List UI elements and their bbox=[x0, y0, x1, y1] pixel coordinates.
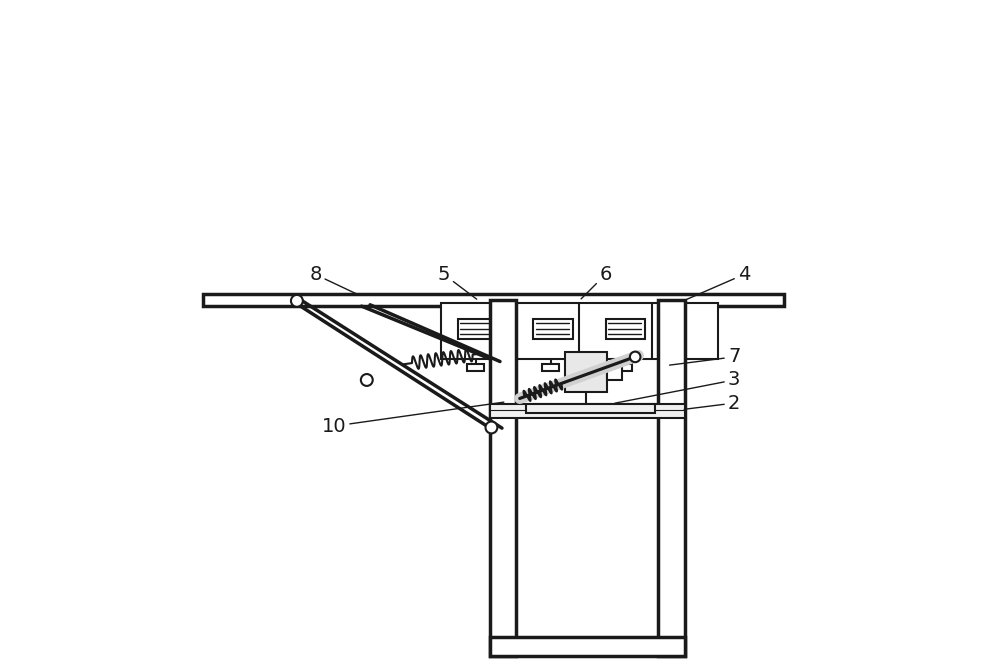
Circle shape bbox=[485, 422, 497, 434]
Bar bbox=[658, 299, 685, 656]
Text: 7: 7 bbox=[670, 347, 740, 366]
Circle shape bbox=[291, 295, 303, 307]
Text: 4: 4 bbox=[686, 265, 750, 300]
Bar bbox=[490, 299, 516, 656]
Text: 10: 10 bbox=[322, 402, 504, 436]
Bar bbox=[565, 352, 607, 392]
Circle shape bbox=[630, 352, 640, 362]
Bar bbox=[542, 364, 559, 371]
Text: 6: 6 bbox=[581, 265, 612, 299]
Bar bbox=[526, 404, 655, 413]
Text: 3: 3 bbox=[615, 370, 740, 403]
Bar bbox=[490, 637, 685, 656]
Text: 2: 2 bbox=[684, 394, 740, 412]
Text: 5: 5 bbox=[438, 265, 477, 299]
Bar bbox=[203, 294, 784, 306]
Text: 8: 8 bbox=[309, 265, 359, 295]
Bar bbox=[441, 303, 718, 359]
Bar bbox=[615, 364, 632, 371]
Bar bbox=[490, 404, 685, 418]
Bar bbox=[458, 319, 497, 339]
Bar bbox=[533, 319, 573, 339]
Bar bbox=[607, 362, 622, 380]
Circle shape bbox=[361, 374, 373, 386]
Bar bbox=[606, 319, 645, 339]
Bar bbox=[467, 364, 484, 371]
